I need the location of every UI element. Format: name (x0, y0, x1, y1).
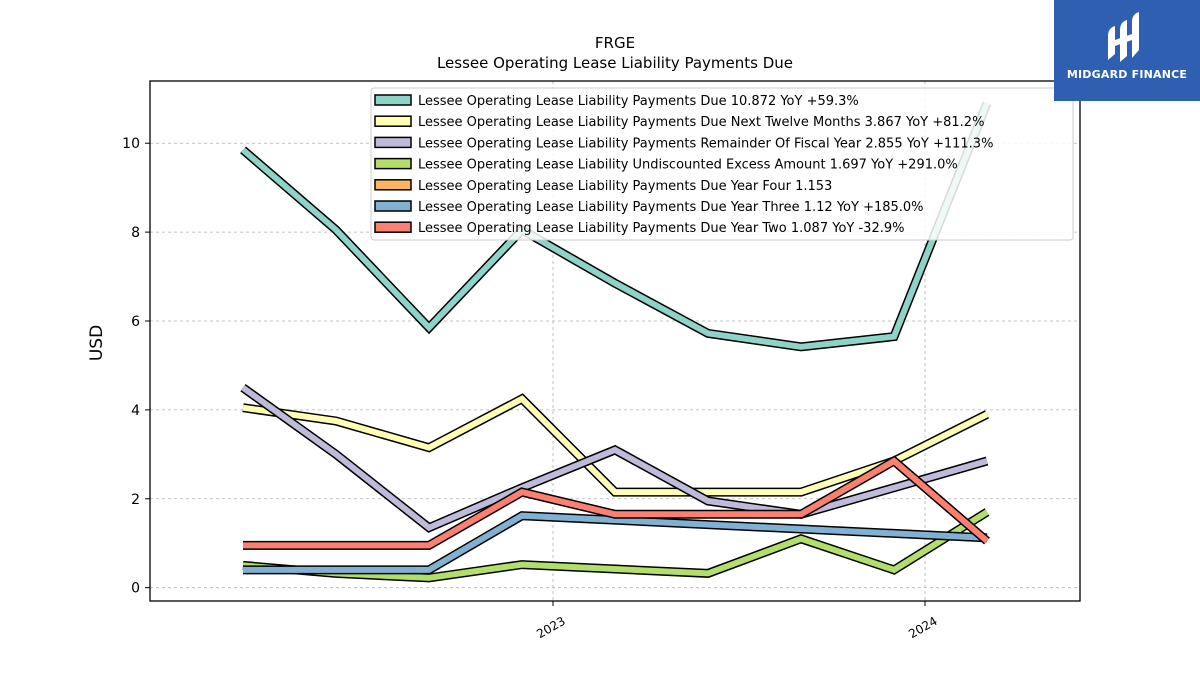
legend-swatch (374, 136, 412, 149)
legend-label: Lessee Operating Lease Liability Payment… (418, 179, 832, 194)
legend-swatch (374, 94, 412, 106)
legend-label: Lessee Operating Lease Liability Payment… (418, 221, 904, 236)
series-line-0 (240, 101, 992, 352)
y-tick-label: 0 (131, 581, 140, 597)
series-line-3 (242, 508, 990, 583)
chart-subtitle: Lessee Operating Lease Liability Payment… (437, 54, 793, 72)
legend-label: Lessee Operating Lease Liability Payment… (418, 200, 924, 215)
legend-label: Lessee Operating Lease Liability Payment… (418, 136, 993, 151)
legend-label: Lessee Operating Lease Liability Undisco… (418, 158, 958, 173)
series-line-1 (242, 393, 990, 497)
legend: Lessee Operating Lease Liability Payment… (370, 87, 1074, 241)
logo-mark-icon (1108, 12, 1139, 62)
y-tick-label: 10 (122, 136, 140, 152)
legend-swatch (374, 157, 412, 170)
legend-box (370, 87, 1074, 241)
series-line-2 (240, 384, 989, 533)
x-tick-label: 2023 (534, 614, 567, 641)
y-tick-label: 6 (131, 314, 140, 330)
y-tick-label: 2 (131, 492, 140, 508)
legend-label: Lessee Operating Lease Liability Payment… (418, 115, 984, 130)
legend-swatch (374, 115, 412, 127)
series-line-6 (243, 455, 990, 550)
chart-title: FRGE (595, 34, 635, 52)
legend-swatch (374, 221, 412, 233)
series-layer (240, 101, 992, 583)
legend-swatch (374, 200, 412, 212)
y-axis-label: USD (87, 325, 107, 361)
y-tick-label: 4 (131, 403, 140, 419)
plot-frame (149, 80, 1081, 602)
x-tick-label: 2024 (906, 614, 939, 641)
legend-swatch (374, 179, 412, 191)
series-line-5 (243, 511, 988, 575)
legend-label: Lessee Operating Lease Liability Payment… (418, 94, 859, 109)
y-tick-label: 8 (131, 225, 140, 241)
brand-logo: MIDGARD FINANCE (1054, 0, 1200, 101)
logo-text: MIDGARD FINANCE (1066, 68, 1188, 81)
